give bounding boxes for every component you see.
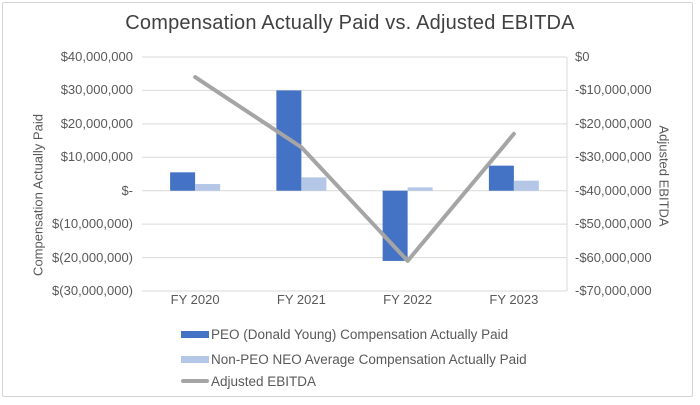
left-axis-tick: $10,000,000 [60, 149, 133, 165]
legend-label: Non-PEO NEO Average Compensation Actuall… [211, 351, 527, 367]
left-axis-tick: $(10,000,000) [52, 216, 133, 232]
right-axis-tick: -$40,000,000 [575, 182, 652, 198]
bar-peo-fy-2020 [170, 172, 196, 191]
bar-non-peo-fy-2020 [195, 184, 221, 191]
legend-item-peo: PEO (Donald Young) Compensation Actually… [181, 326, 508, 342]
bar-non-peo-fy-2023 [513, 180, 539, 191]
legend-label: PEO (Donald Young) Compensation Actually… [211, 326, 509, 342]
left-axis-tick: $(30,000,000) [52, 283, 133, 298]
right-axis-tick: -$70,000,000 [575, 283, 652, 298]
right-axis-tick: -$50,000,000 [575, 216, 652, 232]
bar-non-peo-fy-2022 [407, 187, 433, 191]
right-axis-tick: -$20,000,000 [575, 115, 652, 131]
left-axis-tick: $(20,000,000) [52, 249, 133, 265]
legend-swatch-line [181, 379, 209, 383]
right-axis-tick: -$30,000,000 [575, 149, 652, 165]
right-axis-tick: -$60,000,000 [575, 249, 652, 265]
right-axis-tick: $0 [575, 49, 590, 64]
chart-title: Compensation Actually Paid vs. Adjusted … [125, 12, 575, 34]
legend-item-adjusted: Adjusted EBITDA [181, 373, 316, 389]
legend-label: Adjusted EBITDA [211, 373, 317, 389]
x-axis-label-fy-2022: FY 2022 [383, 292, 433, 307]
adjusted-ebitda-line [193, 75, 516, 263]
x-axis-label-fy-2021: FY 2021 [276, 292, 326, 307]
left-axis-tick: $40,000,000 [60, 49, 133, 64]
legend-swatch-bar [181, 330, 209, 338]
left-axis-tick: $20,000,000 [60, 115, 133, 131]
bar-peo-fy-2023 [488, 165, 514, 191]
legend-swatch-bar [181, 355, 209, 363]
right-axis-tick: -$10,000,000 [575, 82, 652, 98]
left-axis-tick: $- [121, 182, 133, 198]
bar-non-peo-fy-2021 [301, 177, 327, 191]
x-axis-label-fy-2020: FY 2020 [170, 292, 220, 307]
left-axis-tick: $30,000,000 [60, 82, 133, 98]
legend-item-non-peo: Non-PEO NEO Average Compensation Actuall… [181, 351, 527, 367]
x-axis-label-fy-2023: FY 2023 [489, 292, 539, 307]
